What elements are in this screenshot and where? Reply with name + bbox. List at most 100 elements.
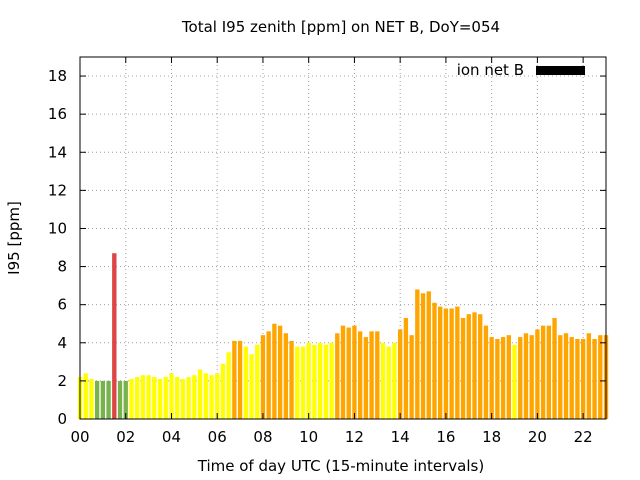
bar <box>392 342 397 419</box>
bar <box>586 333 592 419</box>
bar <box>409 335 414 419</box>
x-axis: 00 02 04 06 08 10 12 14 16 18 20 22 <box>70 57 593 446</box>
bar <box>277 325 283 419</box>
x-tick-label: 14 <box>391 428 410 446</box>
x-axis-label: Time of day UTC (15-minute intervals) <box>197 457 484 475</box>
bar <box>323 344 329 419</box>
bar <box>506 335 511 419</box>
bar <box>495 338 500 419</box>
bar <box>346 327 351 419</box>
bar <box>123 380 128 419</box>
bar <box>203 373 208 419</box>
plot-frame <box>79 56 607 420</box>
bar <box>420 293 426 419</box>
bar <box>357 331 363 419</box>
bar <box>466 314 471 419</box>
bar <box>226 352 231 419</box>
legend-label: ion net B <box>457 61 524 79</box>
bar <box>512 344 517 419</box>
x-tick-label: 16 <box>436 428 455 446</box>
bar <box>546 325 551 419</box>
bar <box>89 378 94 419</box>
bar <box>529 335 534 419</box>
bars <box>77 253 609 419</box>
bar <box>403 318 409 419</box>
bar <box>186 377 191 419</box>
bar <box>135 377 140 419</box>
bar <box>432 302 437 419</box>
x-tick-label: 06 <box>208 428 227 446</box>
legend-swatch <box>536 66 585 75</box>
y-tick-label: 0 <box>57 410 67 428</box>
bar <box>317 342 323 419</box>
bar <box>449 308 454 419</box>
bar <box>106 380 111 419</box>
bar <box>112 253 117 419</box>
bar <box>426 291 431 419</box>
bar <box>209 375 214 419</box>
bar <box>249 354 254 419</box>
bar <box>220 363 226 419</box>
bar <box>386 346 391 419</box>
bar <box>289 340 294 419</box>
bar <box>117 380 123 419</box>
x-tick-label: 20 <box>528 428 547 446</box>
bar <box>438 306 443 419</box>
bar <box>335 333 340 419</box>
y-tick-label: 4 <box>57 334 67 352</box>
x-tick-label: 00 <box>70 428 89 446</box>
bar <box>129 378 134 419</box>
bar <box>140 375 146 419</box>
bar <box>483 325 489 419</box>
bar <box>232 340 237 419</box>
bar <box>375 331 380 419</box>
bar <box>455 306 460 419</box>
bar <box>329 342 334 419</box>
bar <box>215 373 220 419</box>
bar <box>180 378 186 419</box>
y-axis-label: I95 [ppm] <box>5 201 23 275</box>
bar <box>157 378 163 419</box>
y-tick-label: 16 <box>48 105 67 123</box>
bar <box>237 340 243 419</box>
bar <box>272 323 277 419</box>
x-tick-label: 10 <box>299 428 318 446</box>
y-tick-label: 14 <box>48 143 67 161</box>
bar <box>369 331 374 419</box>
bar <box>175 377 180 419</box>
y-tick-label: 6 <box>57 296 67 314</box>
bar <box>523 333 529 419</box>
bar <box>398 329 403 419</box>
bar <box>300 346 306 419</box>
bar <box>580 338 586 419</box>
bar <box>540 325 546 419</box>
bar <box>340 325 346 419</box>
x-tick-label: 02 <box>116 428 135 446</box>
x-tick-label: 22 <box>574 428 593 446</box>
bar <box>83 373 88 419</box>
x-tick-label: 18 <box>482 428 501 446</box>
bar <box>443 308 449 419</box>
bar <box>472 312 477 419</box>
x-tick-label: 04 <box>162 428 181 446</box>
bar <box>197 369 203 419</box>
bar <box>169 373 174 419</box>
bar <box>152 377 157 419</box>
bar <box>500 337 506 419</box>
bar <box>283 333 288 419</box>
bar <box>192 375 197 419</box>
y-tick-label: 12 <box>48 181 67 199</box>
bar <box>460 318 466 419</box>
y-axis: 0 2 4 6 8 10 12 14 16 18 <box>48 67 606 428</box>
bar <box>569 337 574 419</box>
bar <box>380 342 386 419</box>
legend: ion net B <box>457 61 585 79</box>
bar <box>563 333 569 419</box>
bar <box>94 380 100 419</box>
bar <box>146 375 151 419</box>
bar <box>363 337 369 419</box>
bar <box>163 377 168 419</box>
bar <box>592 338 597 419</box>
bar <box>415 289 420 419</box>
